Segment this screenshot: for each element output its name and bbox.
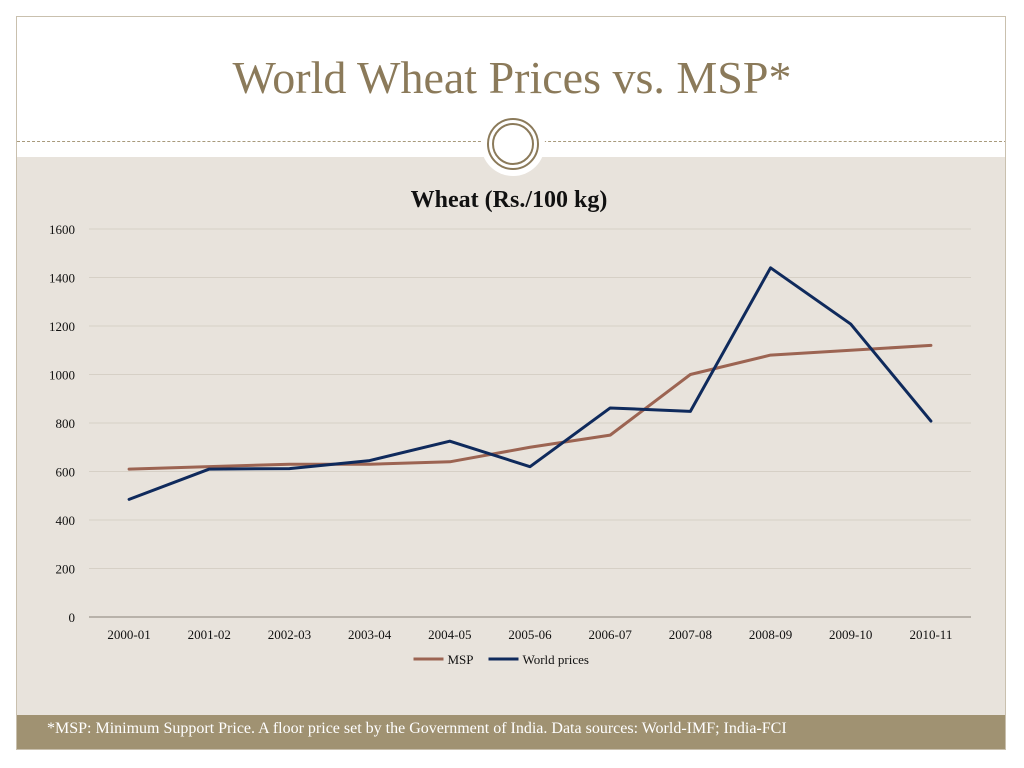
x-tick-label: 2004-05: [428, 627, 471, 642]
y-tick-label: 600: [56, 465, 76, 480]
x-tick-label: 2008-09: [749, 627, 792, 642]
series-lines: [127, 266, 933, 501]
legend-label: MSP: [448, 652, 474, 667]
legend-label: World prices: [523, 652, 589, 667]
chart-title: Wheat (Rs./100 kg): [411, 187, 608, 213]
x-tick-label: 2003-04: [348, 627, 392, 642]
y-tick-label: 200: [56, 562, 76, 577]
x-tick-label: 2005-06: [508, 627, 552, 642]
series-line-world-prices: [127, 266, 933, 501]
y-tick-label: 400: [56, 513, 76, 528]
slide: World Wheat Prices vs. MSP* Wheat (Rs./1…: [16, 16, 1006, 750]
y-tick-label: 1600: [49, 222, 75, 237]
x-tick-label: 2000-01: [107, 627, 150, 642]
ornament-outer-ring: [487, 118, 539, 170]
y-tick-label: 0: [69, 610, 76, 625]
x-tick-label: 2001-02: [188, 627, 231, 642]
legend: MSP World prices: [413, 652, 589, 667]
x-tick-label: 2007-08: [669, 627, 712, 642]
y-tick-label: 800: [56, 416, 76, 431]
chart-area: [17, 157, 1005, 715]
x-tick-label: 2010-11: [909, 627, 952, 642]
x-tick-label: 2002-03: [268, 627, 311, 642]
x-tick-label: 2006-07: [589, 627, 633, 642]
y-tick-label: 1400: [49, 271, 75, 286]
ornament-inner-ring: [492, 123, 534, 165]
series-line-msp: [127, 343, 933, 471]
footer-bar: *MSP: Minimum Support Price. A floor pri…: [17, 715, 1005, 749]
x-axis: 2000-01 2001-02 2002-03 2003-04 2004-05 2005-…: [89, 616, 971, 642]
circle-ornament-icon: [481, 112, 545, 176]
slide-title: World Wheat Prices vs. MSP*: [232, 52, 792, 103]
y-tick-label: 1200: [49, 319, 75, 334]
line-chart: Wheat (Rs./100 kg) 0 200 400 600 800 1000 1200…: [49, 187, 971, 667]
grid-lines: [89, 228, 971, 569]
footnote: *MSP: Minimum Support Price. A floor pri…: [47, 720, 787, 737]
y-tick-label: 1000: [49, 368, 75, 383]
y-axis: 0 200 400 600 800 1000 1200 1400 1600: [49, 222, 75, 625]
x-tick-label: 2009-10: [829, 627, 872, 642]
